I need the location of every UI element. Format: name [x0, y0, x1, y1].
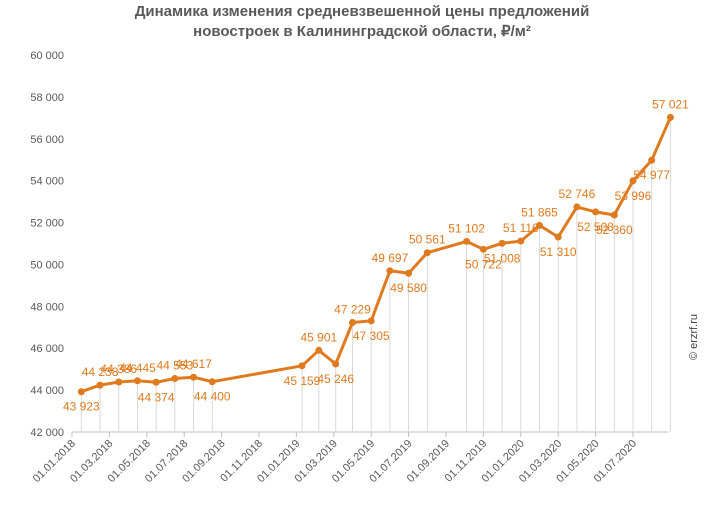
data-label: 57 021	[652, 97, 689, 111]
y-tick-label: 50 000	[30, 259, 64, 271]
chart-title: Динамика изменения средневзвешенной цены…	[0, 2, 724, 42]
data-label: 51 116	[503, 221, 539, 235]
data-label: 45 159	[284, 374, 321, 388]
data-point-marker	[554, 233, 562, 241]
data-label: 45 246	[317, 372, 354, 386]
y-tick-label: 56 000	[30, 134, 64, 146]
y-tick-label: 48 000	[30, 301, 64, 313]
data-label: 51 008	[484, 251, 521, 265]
data-label: 51 102	[448, 221, 485, 235]
data-point-marker	[463, 237, 471, 245]
data-point-marker	[629, 177, 637, 185]
y-tick-label: 44 000	[30, 385, 64, 397]
data-label: 45 901	[300, 330, 337, 344]
y-tick-label: 42 000	[30, 427, 64, 439]
data-point-marker	[115, 378, 123, 386]
y-tick-label: 52 000	[30, 218, 64, 230]
data-point-marker	[666, 113, 674, 121]
data-point-marker	[190, 373, 198, 381]
data-label: 54 977	[633, 168, 670, 182]
price-series-line	[80, 116, 672, 394]
data-label: 50 561	[409, 233, 446, 247]
data-point-marker	[573, 203, 581, 211]
data-point-marker	[648, 156, 656, 164]
data-point-marker	[479, 245, 487, 253]
y-tick-label: 46 000	[30, 343, 64, 355]
data-label: 44 238	[82, 365, 119, 379]
data-point-marker	[386, 267, 394, 275]
data-label: 44 553	[156, 359, 193, 373]
data-point-marker	[315, 346, 323, 354]
data-point-marker	[610, 211, 618, 219]
chart-title-line-2: новостроек в Калининградской области, ₽/…	[193, 23, 531, 40]
data-point-marker	[298, 362, 306, 370]
y-tick-label: 54 000	[30, 176, 64, 188]
chart-title-line-1: Динамика изменения средневзвешенной цены…	[134, 3, 590, 20]
data-point-marker	[152, 378, 160, 386]
data-label: 52 508	[577, 220, 614, 234]
data-label: 44 617	[175, 357, 212, 371]
data-label: 51 865	[521, 205, 558, 219]
data-label: 52 360	[596, 223, 633, 237]
data-point-marker	[133, 377, 141, 385]
data-label: 49 580	[390, 281, 427, 295]
data-label: 53 996	[615, 189, 652, 203]
watermark-text: © erzrf.ru	[688, 314, 700, 360]
data-label: 43 923	[63, 400, 100, 414]
data-label: 51 310	[540, 245, 577, 259]
data-label: 47 229	[334, 302, 371, 316]
data-label: 44 400	[194, 390, 231, 404]
data-point-marker	[77, 388, 85, 396]
data-label: 44 374	[138, 390, 175, 404]
data-point-marker	[332, 360, 340, 368]
data-point-marker	[405, 269, 413, 277]
data-label: 52 746	[559, 187, 596, 201]
data-point-marker	[498, 239, 506, 247]
y-tick-label: 58 000	[30, 92, 64, 104]
data-point-marker	[517, 237, 525, 245]
y-tick-label: 60 000	[30, 50, 64, 62]
data-label: 47 305	[353, 329, 390, 343]
data-point-marker	[367, 317, 375, 325]
data-label: 49 697	[372, 251, 409, 265]
data-point-marker	[208, 378, 216, 386]
data-label: 50 722	[465, 257, 502, 271]
data-point-marker	[171, 375, 179, 383]
data-point-marker	[423, 249, 431, 257]
data-label: 44 386	[100, 362, 137, 376]
data-point-marker	[592, 208, 600, 216]
data-point-marker	[96, 381, 104, 389]
data-point-marker	[349, 318, 356, 326]
data-point-marker	[536, 221, 543, 229]
data-label: 44 445	[119, 361, 156, 375]
